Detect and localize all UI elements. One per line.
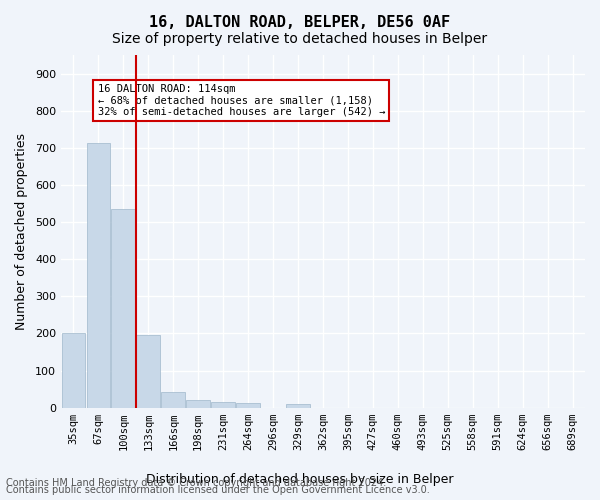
Text: Contains HM Land Registry data © Crown copyright and database right 2024.: Contains HM Land Registry data © Crown c… bbox=[6, 478, 386, 488]
Bar bbox=[136, 336, 160, 407]
Bar bbox=[112, 210, 135, 408]
Bar bbox=[286, 404, 310, 407]
Text: Size of property relative to detached houses in Belper: Size of property relative to detached ho… bbox=[112, 32, 488, 46]
Text: 16 DALTON ROAD: 114sqm
← 68% of detached houses are smaller (1,158)
32% of semi-: 16 DALTON ROAD: 114sqm ← 68% of detached… bbox=[98, 84, 385, 117]
Text: 16, DALTON ROAD, BELPER, DE56 0AF: 16, DALTON ROAD, BELPER, DE56 0AF bbox=[149, 15, 451, 30]
Bar bbox=[62, 332, 85, 407]
Text: Distribution of detached houses by size in Belper: Distribution of detached houses by size … bbox=[146, 472, 454, 486]
Bar bbox=[161, 392, 185, 407]
Text: Contains public sector information licensed under the Open Government Licence v3: Contains public sector information licen… bbox=[6, 485, 430, 495]
Bar bbox=[187, 400, 210, 407]
Y-axis label: Number of detached properties: Number of detached properties bbox=[15, 133, 28, 330]
Bar bbox=[86, 142, 110, 408]
Bar bbox=[236, 403, 260, 407]
Bar bbox=[211, 402, 235, 407]
